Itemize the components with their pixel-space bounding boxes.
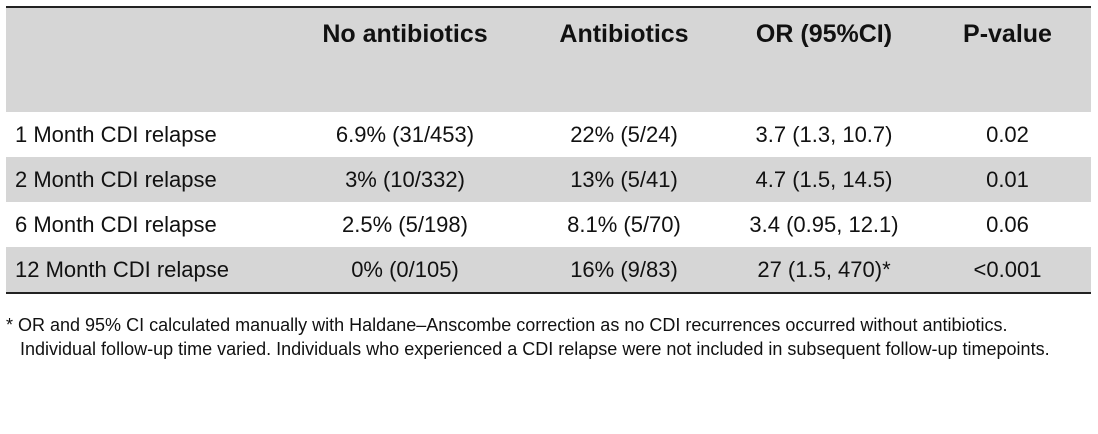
header-p-value: P-value (963, 20, 1052, 48)
cell-p-value: <0.001 (973, 256, 1042, 282)
cell-or-ci: 27 (1.5, 470)* (757, 256, 891, 282)
table-row: 6 Month CDI relapse 2.5% (5/198) 8.1% (5… (6, 202, 1091, 247)
cell-p-value: 0.06 (986, 211, 1029, 237)
header-no-antibiotics: No antibiotics (322, 20, 488, 48)
cell-no-antibiotics: 2.5% (5/198) (342, 211, 468, 237)
row-label: 2 Month CDI relapse (15, 166, 217, 192)
header-or-ci: OR (95%CI) (755, 20, 893, 48)
footnote-or-ci: * OR and 95% CI calculated manually with… (6, 315, 1008, 335)
cell-p-value: 0.01 (986, 166, 1029, 192)
table-header: No antibiotics Antibiotics OR (95%CI) P-… (6, 8, 1091, 112)
table-row: 12 Month CDI relapse 0% (0/105) 16% (9/8… (6, 247, 1091, 292)
header-antibiotics: Antibiotics (559, 20, 689, 48)
header-blank (6, 8, 286, 112)
cell-p-value: 0.02 (986, 121, 1029, 147)
results-table-container: No antibiotics Antibiotics OR (95%CI) P-… (6, 6, 1091, 294)
row-label: 12 Month CDI relapse (15, 256, 229, 282)
results-table: No antibiotics Antibiotics OR (95%CI) P-… (6, 8, 1091, 292)
cell-no-antibiotics: 0% (0/105) (351, 256, 459, 282)
cell-or-ci: 3.4 (0.95, 12.1) (749, 211, 899, 237)
row-label: 6 Month CDI relapse (15, 211, 217, 237)
table-row: 2 Month CDI relapse 3% (10/332) 13% (5/4… (6, 157, 1091, 202)
table-row: 1 Month CDI relapse 6.9% (31/453) 22% (5… (6, 112, 1091, 157)
footnotes: * OR and 95% CI calculated manually with… (6, 313, 1091, 361)
cell-antibiotics: 8.1% (5/70) (567, 211, 681, 237)
cell-no-antibiotics: 6.9% (31/453) (335, 121, 475, 147)
cell-or-ci: 3.7 (1.3, 10.7) (755, 121, 893, 147)
row-label: 1 Month CDI relapse (15, 121, 217, 147)
footnote-follow-up: Individual follow-up time varied. Indivi… (20, 339, 1050, 359)
cell-or-ci: 4.7 (1.5, 14.5) (755, 166, 893, 192)
header-row: No antibiotics Antibiotics OR (95%CI) P-… (6, 8, 1091, 112)
cell-antibiotics: 22% (5/24) (570, 121, 678, 147)
table-body: 1 Month CDI relapse 6.9% (31/453) 22% (5… (6, 112, 1091, 292)
cell-antibiotics: 16% (9/83) (570, 256, 678, 282)
cell-no-antibiotics: 3% (10/332) (345, 166, 465, 192)
cell-antibiotics: 13% (5/41) (570, 166, 678, 192)
